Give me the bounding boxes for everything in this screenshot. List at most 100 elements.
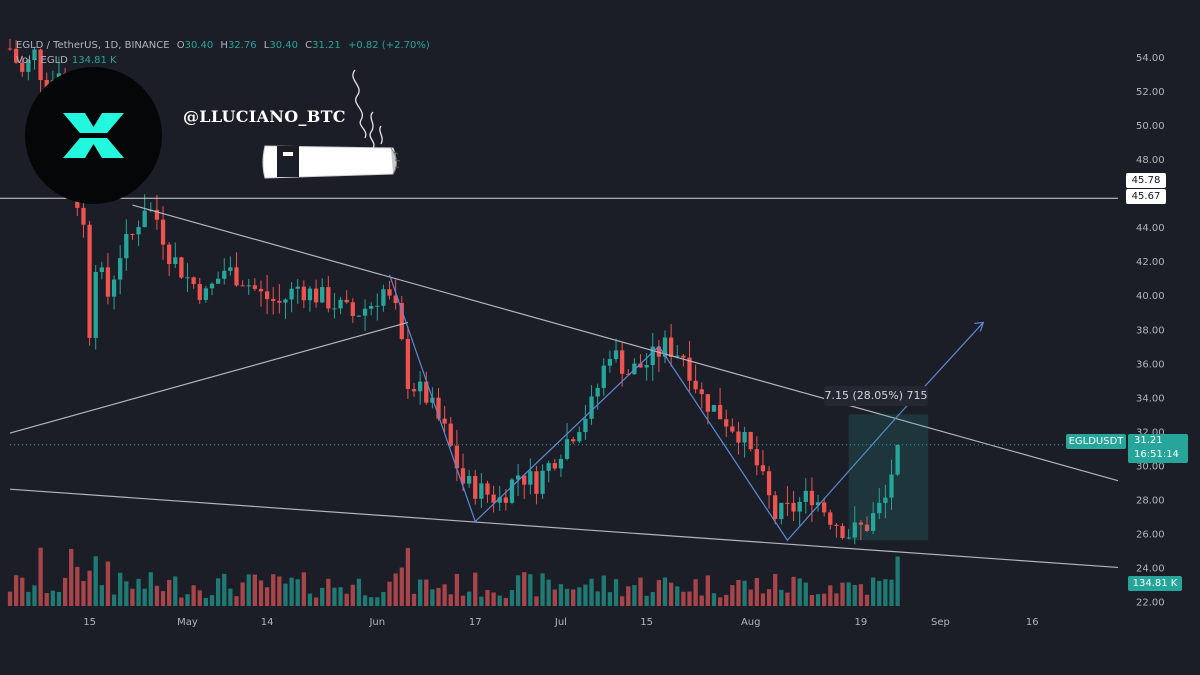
candle-body (222, 270, 227, 279)
volume-bar (595, 591, 600, 606)
measure-label: 7.15 (28.05%) 715 (824, 386, 928, 406)
volume-bar (271, 574, 276, 606)
volume-bar (705, 575, 710, 606)
candle-body (136, 227, 141, 235)
time-tick-label: 15 (640, 617, 653, 628)
candle-body (430, 397, 435, 403)
candle-body (197, 284, 202, 300)
volume-tag: 134.81 K (1128, 576, 1182, 591)
candle-body (583, 418, 588, 433)
volume-bar (803, 582, 808, 606)
volume-label[interactable]: Vol · EGLD (16, 55, 68, 66)
volume-bar (503, 597, 508, 606)
price-tick-label: 38.00 (1136, 325, 1165, 336)
volume-bar (148, 572, 153, 606)
candle-body (185, 277, 190, 279)
volume-bar (528, 574, 533, 606)
volume-bar (858, 584, 864, 606)
volume-bar (289, 577, 294, 606)
candle-body (405, 339, 411, 390)
candle-body (638, 363, 643, 368)
volume-bar (613, 579, 619, 606)
candle-body (473, 475, 478, 499)
candle-body (142, 210, 147, 228)
volume-bar (699, 595, 704, 606)
volume-bar (785, 592, 790, 606)
candle-body (558, 458, 564, 469)
volume-bar (760, 593, 766, 606)
candle-body (815, 502, 821, 506)
volume-bar (846, 582, 851, 606)
candle-body (87, 224, 92, 338)
candle-body (271, 299, 276, 301)
candle-body (228, 267, 233, 271)
volume-bar (118, 572, 123, 606)
volume-bar (295, 579, 300, 606)
volume-bar (430, 589, 435, 606)
price-tick-label: 52.00 (1136, 87, 1165, 98)
candle-body (179, 257, 184, 278)
symbol-title[interactable]: EGLD / TetherUS, 1D, BINANCE (16, 40, 170, 51)
volume-bar (93, 556, 98, 606)
volume-bar (424, 579, 429, 606)
volume-bar (252, 574, 258, 606)
candle-body (252, 285, 258, 289)
price-axis: 22.00 24.00 26.00 28.00 30.00 32.00 34.00 36.00… (1136, 53, 1165, 608)
volume-bar (405, 547, 411, 606)
candle-body (320, 287, 325, 303)
time-tick-label: Sep (931, 617, 950, 628)
candle-body (246, 285, 251, 287)
price-tick-label: 50.00 (1136, 121, 1165, 132)
candle-body (381, 289, 386, 306)
volume-bar (130, 588, 135, 606)
volume-bar (779, 589, 784, 606)
volume-bar (742, 580, 747, 606)
volume-bar (515, 575, 521, 606)
volume-bar (99, 585, 104, 606)
candle-body (748, 431, 753, 450)
resistance-trendline (132, 204, 1119, 482)
volume-bar (834, 593, 839, 606)
candle-body (173, 257, 178, 265)
volume-bar (142, 588, 147, 606)
level-high-tag: 45.78 (1126, 173, 1166, 188)
drawings (0, 197, 1126, 569)
candle-body (393, 295, 398, 304)
volume-bar (264, 587, 270, 606)
candle-body (687, 357, 692, 381)
volume-bar (442, 584, 447, 606)
volume-bar (650, 592, 655, 606)
candle-body (350, 302, 355, 317)
volume-bar (173, 576, 178, 606)
volume-bar (105, 561, 111, 606)
candle-body (20, 62, 25, 72)
symbol-price-tag: EGLDUSDT (1066, 434, 1126, 449)
volume-bar (552, 589, 557, 606)
candle-body (534, 471, 539, 494)
volume-bar (822, 593, 827, 606)
volume-bar (203, 597, 209, 606)
candle-body (852, 522, 857, 538)
pattern-zigzag (388, 274, 899, 542)
candle-body (99, 267, 104, 272)
candle-body (258, 288, 264, 292)
candle-body (209, 283, 215, 289)
lower-support-trendline (9, 488, 1119, 569)
low-value: 30.40 (269, 40, 298, 51)
candle-body (362, 308, 368, 316)
candle-body (779, 502, 784, 520)
author-handle: @LLUCIANO_BTC (183, 107, 346, 126)
volume-bar (601, 575, 606, 606)
candle-body (760, 465, 766, 472)
candle-body (870, 513, 876, 531)
volume-bar (797, 578, 802, 606)
candle-body (509, 479, 515, 503)
candle-body (546, 463, 551, 471)
candle-body (283, 299, 288, 303)
volume-bar (681, 591, 686, 606)
candle-body (662, 337, 668, 357)
time-tick-label: 19 (855, 617, 868, 628)
candle-body (889, 474, 894, 498)
candle-body (442, 418, 447, 424)
